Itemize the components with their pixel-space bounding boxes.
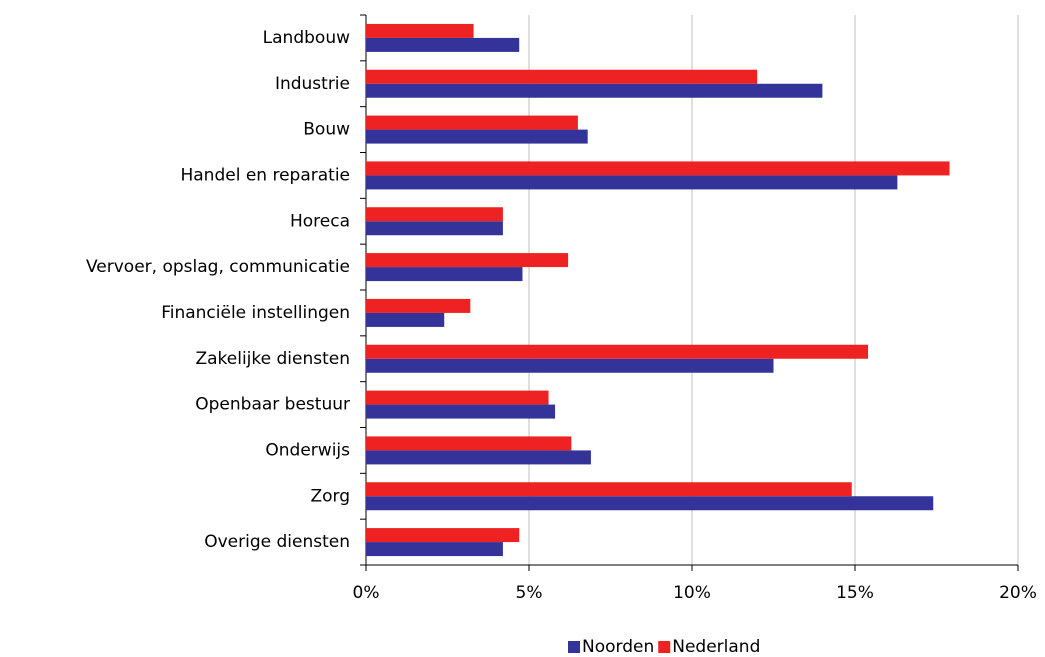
bar — [366, 161, 950, 176]
y-tick-label: Industrie — [275, 74, 350, 94]
bar — [366, 253, 569, 268]
bar — [366, 69, 758, 84]
legend-swatch — [658, 641, 671, 653]
bar — [366, 129, 588, 144]
bar — [366, 267, 523, 282]
x-tick-label: 0% — [353, 583, 380, 603]
y-tick-label: Zorg — [310, 486, 350, 506]
y-tick-label: Handel en reparatie — [180, 165, 350, 185]
bar — [366, 436, 572, 451]
y-tick-label: Overige diensten — [204, 532, 350, 552]
bar — [366, 207, 503, 222]
bar — [366, 83, 823, 98]
y-tick-label: Landbouw — [263, 28, 350, 48]
y-tick-label: Horeca — [290, 211, 350, 231]
legend-label: Nederland — [672, 637, 760, 657]
y-tick-label: Onderwijs — [265, 440, 350, 460]
bar — [366, 450, 591, 465]
legend-label: Noorden — [582, 637, 654, 657]
x-tick-label: 5% — [516, 583, 543, 603]
bar — [366, 221, 503, 236]
bar — [366, 390, 549, 405]
x-tick-label: 15% — [836, 583, 874, 603]
bar — [366, 482, 852, 497]
bar — [366, 312, 445, 327]
bar — [366, 37, 520, 52]
legend-swatch — [568, 641, 580, 653]
bar — [366, 358, 774, 373]
bar — [366, 298, 471, 313]
y-tick-label: Zakelijke diensten — [195, 349, 350, 369]
x-tick-label: 20% — [999, 583, 1037, 603]
bar — [366, 404, 556, 419]
x-tick-label: 10% — [673, 583, 711, 603]
bar — [366, 175, 898, 190]
y-tick-label: Vervoer, opslag, communicatie — [86, 257, 350, 277]
bar — [366, 23, 474, 38]
bar — [366, 496, 934, 511]
bar — [366, 528, 520, 543]
bar — [366, 344, 869, 359]
bar — [366, 115, 578, 130]
bar — [366, 542, 503, 557]
y-tick-label: Openbaar bestuur — [195, 395, 350, 415]
y-tick-label: Financiële instellingen — [161, 303, 350, 323]
y-tick-label: Bouw — [303, 120, 350, 140]
